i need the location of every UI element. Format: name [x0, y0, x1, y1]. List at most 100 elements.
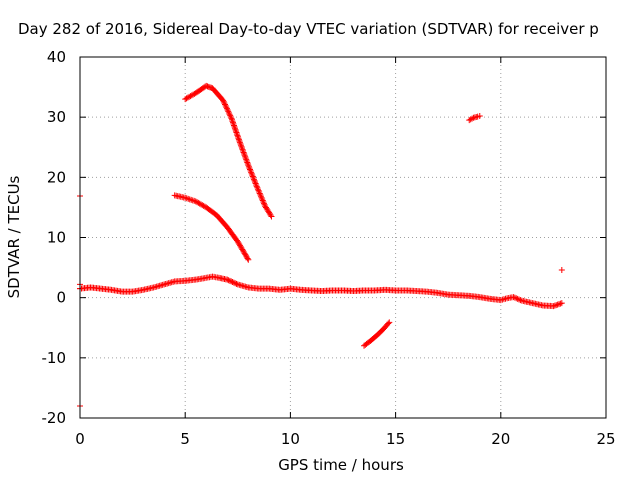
data-points	[77, 82, 565, 409]
x-tick-label: 10	[281, 430, 300, 448]
y-tick-label: 40	[47, 48, 66, 66]
data-point	[240, 149, 247, 156]
x-axis-label: GPS time / hours	[278, 456, 404, 474]
data-point	[251, 177, 258, 184]
data-point	[186, 196, 193, 203]
data-point	[254, 184, 261, 191]
data-point	[246, 165, 253, 172]
data-point	[242, 153, 249, 160]
y-tick-label: 20	[47, 168, 66, 186]
data-point	[221, 100, 228, 107]
data-point	[244, 159, 251, 166]
data-point	[248, 170, 255, 177]
data-point	[254, 186, 261, 193]
data-point	[228, 278, 235, 285]
data-point	[237, 140, 244, 147]
data-point	[241, 150, 248, 157]
data-point	[253, 183, 260, 190]
data-point	[257, 191, 264, 198]
data-point	[385, 320, 392, 327]
data-point	[551, 302, 558, 309]
data-point	[248, 169, 255, 176]
data-point	[243, 156, 250, 163]
data-point	[245, 163, 252, 170]
data-point	[259, 197, 266, 204]
data-point	[183, 195, 190, 202]
data-point	[513, 295, 520, 302]
data-point	[257, 193, 264, 200]
data-point	[233, 280, 240, 287]
data-point	[255, 187, 262, 194]
data-point	[224, 276, 231, 283]
series-5	[466, 112, 483, 124]
data-point	[226, 111, 233, 118]
data-point	[245, 162, 252, 169]
data-point	[268, 213, 275, 220]
data-point	[249, 172, 256, 179]
data-point	[258, 194, 265, 201]
y-tick-label: 0	[56, 289, 66, 307]
data-point	[260, 198, 267, 205]
data-point	[252, 180, 259, 187]
data-point	[232, 280, 239, 287]
data-point	[237, 142, 244, 149]
data-point	[511, 294, 518, 301]
data-point	[225, 108, 232, 115]
data-point	[252, 179, 259, 186]
data-point	[236, 139, 243, 146]
data-point	[250, 176, 257, 183]
data-point	[249, 173, 256, 180]
data-point	[510, 294, 517, 301]
data-point	[247, 167, 254, 174]
data-point	[227, 112, 234, 119]
data-point	[259, 196, 266, 203]
data-point	[225, 109, 232, 116]
data-point	[244, 160, 251, 167]
data-point	[250, 174, 257, 181]
x-tick-label: 0	[75, 430, 85, 448]
y-tick-label: 10	[47, 229, 66, 247]
y-axis-label: SDTVAR / TECUs	[5, 175, 23, 298]
data-point	[243, 158, 250, 165]
chart-title: Day 282 of 2016, Sidereal Day-to-day VTE…	[18, 20, 599, 38]
y-axis-ticks: -20 -10 0 10 20 30 40	[42, 48, 606, 427]
data-point	[225, 277, 232, 284]
data-point	[220, 98, 227, 105]
data-point	[223, 105, 230, 112]
data-point	[229, 279, 236, 286]
data-point	[226, 277, 233, 284]
data-point	[556, 301, 563, 308]
data-point	[238, 143, 245, 150]
data-point	[223, 104, 230, 111]
series-2	[182, 82, 275, 220]
data-point	[245, 256, 252, 263]
data-point	[267, 212, 274, 219]
data-point	[241, 152, 248, 159]
x-tick-label: 25	[596, 430, 615, 448]
data-point	[244, 255, 251, 262]
x-tick-label: 20	[491, 430, 510, 448]
data-point	[516, 296, 523, 303]
y-tick-label: 30	[47, 108, 66, 126]
data-point	[185, 195, 192, 202]
data-point	[261, 201, 268, 208]
data-point	[514, 295, 521, 302]
x-axis-ticks: 0 5 10 15 20 25	[75, 57, 616, 448]
data-point	[554, 301, 561, 308]
data-point	[558, 300, 565, 307]
data-point	[558, 266, 565, 273]
data-point	[239, 145, 246, 152]
data-point	[256, 189, 263, 196]
data-point	[247, 166, 254, 173]
data-point	[182, 194, 189, 201]
data-point	[469, 115, 476, 122]
data-point	[253, 181, 260, 188]
y-tick-label: -10	[42, 349, 67, 367]
data-point	[224, 107, 231, 114]
series-3	[171, 192, 252, 263]
data-point	[227, 113, 234, 120]
data-point	[553, 302, 560, 309]
data-point	[239, 146, 246, 153]
grid	[80, 57, 606, 418]
